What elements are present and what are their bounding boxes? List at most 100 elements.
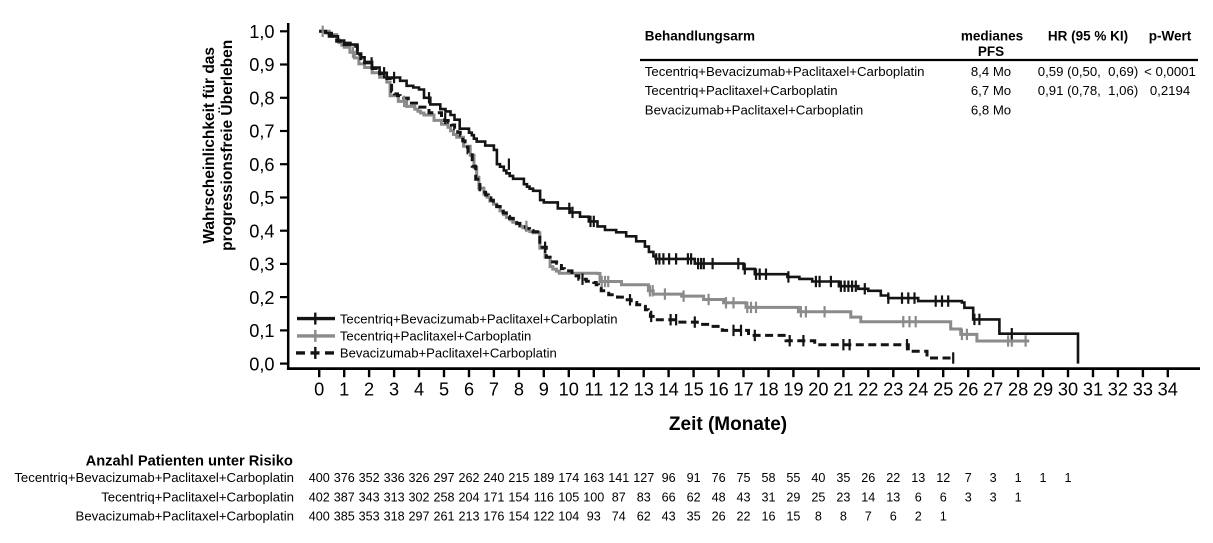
svg-text:12: 12 (936, 471, 950, 485)
svg-text:33: 33 (1133, 380, 1153, 400)
svg-text:87: 87 (612, 490, 626, 504)
svg-text:96: 96 (662, 471, 676, 485)
svg-text:Tecentriq+Bevacizumab+Paclitax: Tecentriq+Bevacizumab+Paclitaxel+Carbopl… (645, 64, 925, 79)
svg-text:20: 20 (808, 380, 828, 400)
svg-text:93: 93 (587, 510, 601, 524)
svg-text:22: 22 (858, 380, 878, 400)
svg-text:16: 16 (708, 380, 728, 400)
svg-text:0,0: 0,0 (249, 354, 274, 374)
svg-text:0: 0 (314, 380, 324, 400)
svg-text:0,5: 0,5 (249, 188, 274, 208)
svg-text:34: 34 (1158, 380, 1178, 400)
svg-text:0,1: 0,1 (249, 321, 274, 341)
svg-text:26: 26 (861, 471, 875, 485)
svg-text:3: 3 (990, 471, 997, 485)
svg-text:154: 154 (508, 510, 529, 524)
svg-text:163: 163 (583, 471, 604, 485)
svg-text:6,7 Mo: 6,7 Mo (971, 83, 1011, 98)
svg-text:26: 26 (712, 510, 726, 524)
svg-text:122: 122 (533, 510, 554, 524)
svg-text:27: 27 (983, 380, 1003, 400)
svg-text:9: 9 (539, 380, 549, 400)
svg-text:0,2194: 0,2194 (1150, 83, 1190, 98)
svg-text:12: 12 (609, 380, 629, 400)
svg-text:Tecentriq+Paclitaxel+Carboplat: Tecentriq+Paclitaxel+Carboplatin (340, 329, 531, 344)
svg-text:13: 13 (911, 471, 925, 485)
svg-text:Behandlungsarm: Behandlungsarm (645, 28, 755, 43)
svg-text:174: 174 (558, 471, 579, 485)
svg-text:387: 387 (334, 490, 355, 504)
svg-text:43: 43 (662, 510, 676, 524)
svg-text:104: 104 (558, 510, 579, 524)
svg-text:58: 58 (761, 471, 775, 485)
svg-text:91: 91 (687, 471, 701, 485)
svg-text:14: 14 (861, 490, 875, 504)
svg-text:261: 261 (433, 510, 454, 524)
svg-text:19: 19 (783, 380, 803, 400)
svg-text:15: 15 (786, 510, 800, 524)
svg-text:0,6: 0,6 (249, 155, 274, 175)
svg-text:7: 7 (865, 510, 872, 524)
svg-text:7: 7 (489, 380, 499, 400)
svg-text:23: 23 (883, 380, 903, 400)
svg-text:353: 353 (359, 510, 380, 524)
svg-text:100: 100 (583, 490, 604, 504)
svg-text:402: 402 (309, 490, 330, 504)
svg-text:Bevacizumab+Paclitaxel+Carbopl: Bevacizumab+Paclitaxel+Carboplatin (645, 103, 863, 118)
svg-text:154: 154 (508, 490, 529, 504)
svg-text:215: 215 (508, 471, 529, 485)
svg-text:326: 326 (408, 471, 429, 485)
svg-text:10: 10 (559, 380, 579, 400)
svg-text:1: 1 (940, 510, 947, 524)
svg-text:343: 343 (359, 490, 380, 504)
svg-text:1: 1 (1015, 471, 1022, 485)
svg-text:4: 4 (414, 380, 424, 400)
svg-text:83: 83 (637, 490, 651, 504)
svg-text:8: 8 (514, 380, 524, 400)
svg-text:0,91 (0,78, 1,06): 0,91 (0,78, 1,06) (1038, 83, 1138, 98)
svg-text:15: 15 (683, 380, 703, 400)
svg-text:14: 14 (658, 380, 678, 400)
svg-text:8: 8 (815, 510, 822, 524)
svg-text:31: 31 (761, 490, 775, 504)
svg-text:p-Wert: p-Wert (1149, 28, 1192, 43)
svg-text:30: 30 (1058, 380, 1078, 400)
svg-text:62: 62 (637, 510, 651, 524)
svg-text:176: 176 (483, 510, 504, 524)
svg-text:Tecentriq+Paclitaxel+Carboplat: Tecentriq+Paclitaxel+Carboplatin (645, 83, 838, 98)
svg-text:0,2: 0,2 (249, 288, 274, 308)
svg-text:6: 6 (915, 490, 922, 504)
svg-text:171: 171 (483, 490, 504, 504)
svg-text:18: 18 (758, 380, 778, 400)
svg-text:116: 116 (534, 490, 554, 504)
svg-text:48: 48 (712, 490, 726, 504)
svg-text:2: 2 (915, 510, 922, 524)
svg-text:141: 141 (608, 471, 629, 485)
svg-text:262: 262 (458, 471, 479, 485)
svg-text:< 0,0001: < 0,0001 (1144, 64, 1196, 79)
svg-text:385: 385 (334, 510, 355, 524)
svg-text:Tecentriq+Bevacizumab+Paclitax: Tecentriq+Bevacizumab+Paclitaxel+Carbopl… (14, 470, 294, 485)
svg-text:Tecentriq+Paclitaxel+Carboplat: Tecentriq+Paclitaxel+Carboplatin (101, 489, 294, 504)
svg-text:Tecentriq+Bevacizumab+Paclitax: Tecentriq+Bevacizumab+Paclitaxel+Carbopl… (340, 311, 618, 326)
svg-text:376: 376 (334, 471, 355, 485)
svg-text:Zeit (Monate): Zeit (Monate) (669, 414, 787, 435)
svg-text:8,4 Mo: 8,4 Mo (971, 64, 1011, 79)
svg-text:11: 11 (584, 380, 603, 400)
svg-text:1,0: 1,0 (249, 22, 274, 42)
svg-text:318: 318 (384, 510, 405, 524)
svg-text:29: 29 (1033, 380, 1053, 400)
svg-text:43: 43 (736, 490, 750, 504)
svg-text:400: 400 (309, 471, 330, 485)
svg-text:297: 297 (408, 510, 429, 524)
svg-text:22: 22 (886, 471, 900, 485)
svg-text:28: 28 (1008, 380, 1028, 400)
svg-text:progressionsfreie Überleben: progressionsfreie Überleben (219, 40, 236, 251)
svg-text:258: 258 (433, 490, 454, 504)
svg-text:400: 400 (309, 510, 330, 524)
svg-text:21: 21 (833, 380, 853, 400)
svg-text:240: 240 (483, 471, 504, 485)
svg-text:8: 8 (840, 510, 847, 524)
svg-text:24: 24 (908, 380, 928, 400)
svg-text:23: 23 (836, 490, 850, 504)
